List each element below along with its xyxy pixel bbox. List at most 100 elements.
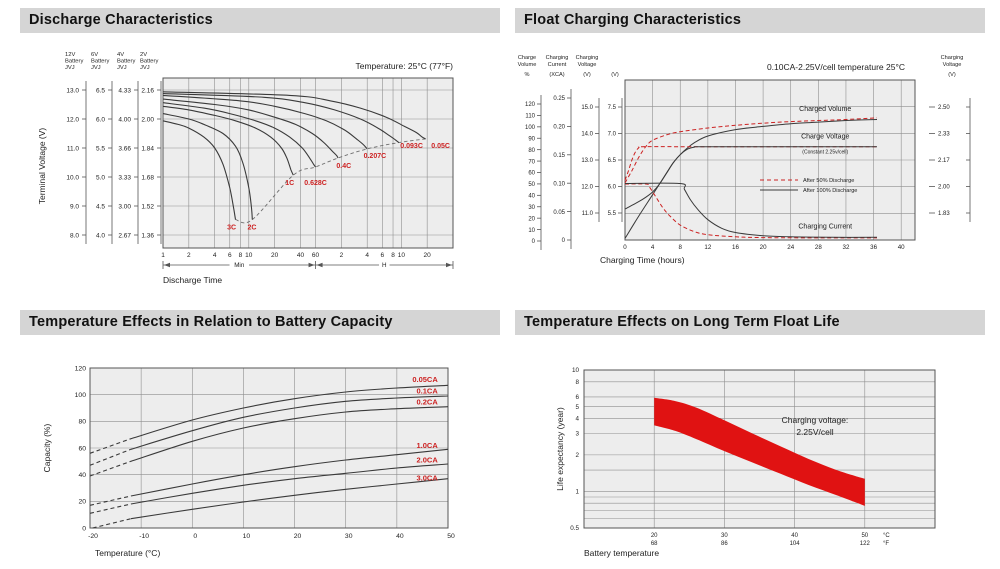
svg-text:90: 90 bbox=[528, 136, 535, 142]
charged-volume-100 bbox=[624, 119, 878, 239]
discharge-chart-canvas: 12VBatteryJVJ13.012.011.010.09.08.06VBat… bbox=[37, 52, 454, 285]
svg-text:0.05C: 0.05C bbox=[431, 143, 450, 150]
svg-text:Charging: Charging bbox=[941, 55, 964, 61]
svg-text:2.25V/cell: 2.25V/cell bbox=[796, 427, 833, 437]
svg-text:100: 100 bbox=[75, 392, 87, 399]
svg-text:104: 104 bbox=[790, 541, 801, 547]
svg-text:0.20: 0.20 bbox=[553, 125, 565, 131]
svg-text:JVJ: JVJ bbox=[91, 65, 101, 71]
svg-text:1.84: 1.84 bbox=[141, 145, 154, 152]
svg-text:JVJ: JVJ bbox=[65, 65, 75, 71]
svg-text:(V): (V) bbox=[583, 72, 591, 78]
svg-text:11.0: 11.0 bbox=[582, 211, 594, 217]
svg-text:20: 20 bbox=[528, 216, 535, 222]
svg-text:Min: Min bbox=[234, 262, 245, 269]
y-tick-labels: 0 20 40 60 80 100 120 bbox=[75, 365, 87, 532]
svg-text:12.0: 12.0 bbox=[66, 116, 79, 123]
svg-text:Charging Current: Charging Current bbox=[798, 223, 852, 230]
svg-text:3: 3 bbox=[575, 431, 579, 438]
svg-text:Charging voltage:: Charging voltage: bbox=[782, 415, 849, 425]
svg-text:4: 4 bbox=[213, 252, 217, 259]
svg-text:86: 86 bbox=[721, 541, 728, 547]
svg-text:(Constant 2.25v/cell): (Constant 2.25v/cell) bbox=[802, 150, 848, 156]
x-axis-label: Temperature (°C) bbox=[95, 548, 160, 558]
svg-text:Battery: Battery bbox=[65, 59, 83, 65]
svg-text:120: 120 bbox=[525, 102, 536, 108]
charge-voltage-50 bbox=[624, 146, 877, 181]
section-title-float-charging: Float Charging Characteristics bbox=[515, 8, 985, 33]
svg-text:2: 2 bbox=[187, 252, 191, 259]
0.1CA bbox=[130, 395, 449, 450]
svg-text:14.0: 14.0 bbox=[581, 132, 593, 138]
svg-text:0.628C: 0.628C bbox=[304, 180, 327, 187]
float-curves bbox=[624, 117, 878, 239]
svg-text:-10: -10 bbox=[139, 533, 149, 540]
svg-text:13.0: 13.0 bbox=[66, 87, 79, 94]
left-axes: ChargeVolume%120110100908070605040302010… bbox=[518, 55, 623, 250]
svg-text:0.25: 0.25 bbox=[553, 96, 565, 102]
svg-text:5.5: 5.5 bbox=[96, 145, 105, 152]
svg-text:H: H bbox=[382, 262, 387, 269]
capacity-chart-canvas: 0 20 40 60 80 100 120 -20 -10 0 10 20 30 40 50 Capacity… bbox=[42, 365, 455, 558]
svg-text:50: 50 bbox=[861, 533, 868, 539]
charging-current-50 bbox=[624, 183, 877, 239]
svg-text:3.00: 3.00 bbox=[118, 203, 131, 210]
svg-text:Battery: Battery bbox=[140, 59, 158, 65]
svg-text:0.207C: 0.207C bbox=[364, 153, 387, 160]
3.0CA bbox=[130, 478, 449, 520]
svg-text:30: 30 bbox=[721, 533, 728, 539]
1.0CA bbox=[130, 448, 449, 497]
svg-text:After 50% Discharge: After 50% Discharge bbox=[803, 178, 854, 184]
svg-text:16: 16 bbox=[732, 244, 739, 251]
svg-text:20: 20 bbox=[424, 252, 432, 259]
svg-text:(V): (V) bbox=[611, 72, 619, 78]
svg-text:2.33: 2.33 bbox=[938, 132, 950, 138]
svg-text:13.0: 13.0 bbox=[581, 158, 593, 164]
svg-text:10: 10 bbox=[245, 252, 253, 259]
svg-text:1: 1 bbox=[161, 252, 165, 259]
svg-text:36: 36 bbox=[870, 244, 877, 251]
svg-text:12.0: 12.0 bbox=[581, 185, 593, 191]
svg-text:5: 5 bbox=[575, 404, 579, 411]
svg-text:0: 0 bbox=[623, 244, 627, 251]
svg-text:(V): (V) bbox=[948, 72, 956, 78]
svg-text:3C: 3C bbox=[227, 225, 236, 232]
svg-text:40: 40 bbox=[791, 533, 798, 539]
svg-text:Battery: Battery bbox=[91, 59, 109, 65]
y-axis-label: Terminal Voltage (V) bbox=[37, 128, 47, 205]
svg-text:0: 0 bbox=[193, 533, 197, 540]
svg-text:After 100% Discharge: After 100% Discharge bbox=[803, 188, 857, 194]
svg-text:110: 110 bbox=[525, 114, 535, 120]
y-axis-label: Life expectancy (year) bbox=[555, 407, 565, 491]
charging-current-100 bbox=[624, 182, 878, 238]
svg-text:0.093C: 0.093C bbox=[400, 143, 423, 150]
svg-text:20: 20 bbox=[271, 252, 279, 259]
svg-text:1C: 1C bbox=[285, 180, 294, 187]
grid bbox=[89, 367, 449, 529]
svg-text:Charging: Charging bbox=[546, 55, 569, 61]
svg-text:Battery: Battery bbox=[117, 59, 135, 65]
svg-text:8: 8 bbox=[575, 379, 579, 386]
svg-text:%: % bbox=[525, 72, 530, 78]
svg-text:4.00: 4.00 bbox=[118, 116, 131, 123]
svg-text:1.52: 1.52 bbox=[141, 203, 154, 210]
0.1CA-dashed bbox=[89, 448, 132, 466]
svg-text:6.5: 6.5 bbox=[96, 87, 105, 94]
svg-text:2: 2 bbox=[575, 452, 579, 459]
svg-text:0.10: 0.10 bbox=[553, 181, 565, 187]
svg-text:5.0: 5.0 bbox=[96, 174, 105, 181]
svg-text:68: 68 bbox=[651, 541, 658, 547]
svg-text:20: 20 bbox=[294, 533, 302, 540]
svg-text:°F: °F bbox=[883, 541, 889, 547]
svg-text:Charge Voltage: Charge Voltage bbox=[801, 134, 849, 141]
svg-text:Current: Current bbox=[548, 62, 567, 68]
section-title-capacity: Temperature Effects in Relation to Batte… bbox=[20, 310, 500, 335]
svg-text:°C: °C bbox=[883, 533, 890, 539]
x-axis-label: Discharge Time bbox=[163, 275, 222, 285]
svg-text:3.0CA: 3.0CA bbox=[417, 474, 439, 483]
svg-text:50: 50 bbox=[528, 182, 535, 188]
legend: After 50% Discharge After 100% Discharge bbox=[760, 178, 857, 194]
plot-labels: Charged Volume Charge Voltage (Constant 2.… bbox=[798, 106, 852, 230]
svg-text:60: 60 bbox=[312, 252, 320, 259]
